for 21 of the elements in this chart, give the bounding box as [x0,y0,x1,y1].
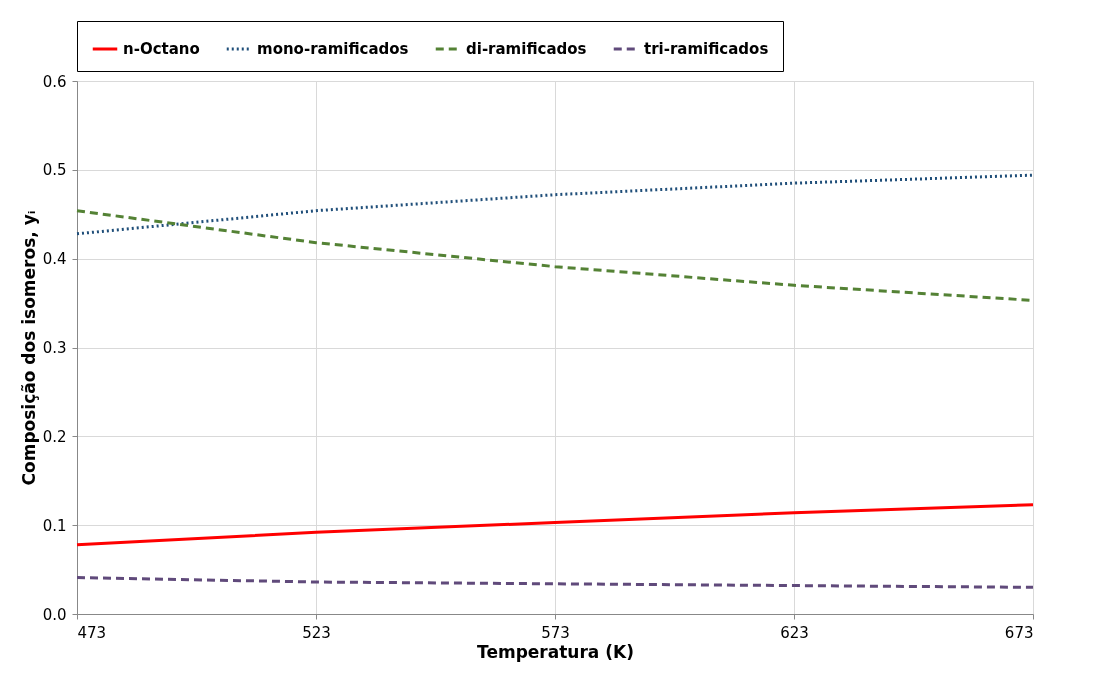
legend-label: n-Octano [123,40,200,58]
legend-label: tri-ramificados [644,40,769,58]
x-tick-label: 623 [780,623,809,642]
x-tick-label: 573 [541,623,570,642]
y-tick-label: 0.1 [42,516,67,535]
y-tick-label: 0.0 [42,605,67,624]
x-axis-title: Temperatura (K) [477,641,634,662]
y-tick-label: 0.4 [42,250,67,269]
x-tick-label: 523 [302,623,331,642]
line-series [75,576,1035,589]
y-tick-label: 0.2 [42,427,67,446]
legend-label: di-ramificados [466,40,587,58]
x-tick-label: 473 [77,623,107,642]
x-tick-label: 673 [1004,623,1034,642]
y-tick-label: 0.3 [42,339,67,357]
legend-label: mono-ramificados [257,40,409,58]
line-series [75,503,1035,547]
line-series [75,173,1035,236]
y-axis-title: Composição dos isomeros, yᵢ [18,210,39,486]
y-tick-label: 0.5 [42,161,67,180]
y-tick-label: 0.6 [42,72,67,91]
